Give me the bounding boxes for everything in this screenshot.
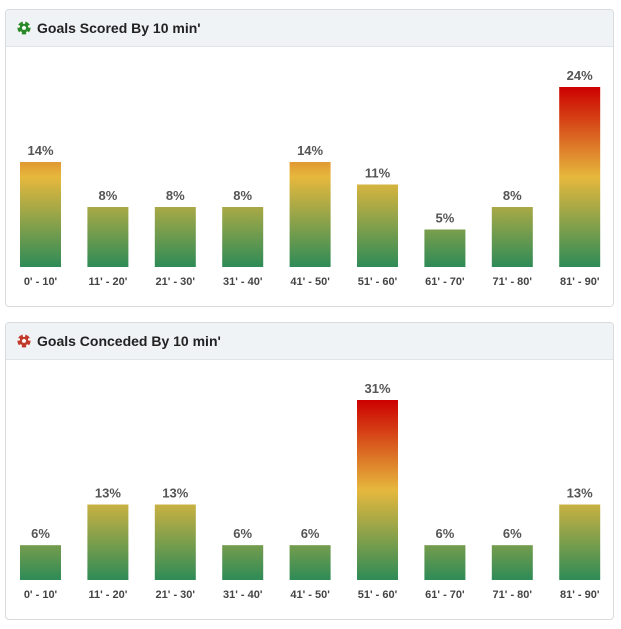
green-soccer-ball-icon: [17, 21, 31, 35]
tick-label-conceded-6: 61' - 70': [425, 589, 465, 601]
bar-scored-3: [222, 207, 264, 267]
value-label-conceded-6: 6%: [436, 526, 455, 541]
goals-scored-panel: Goals Scored By 10 min' 14% 0' - 10' 8% 11'…: [5, 9, 614, 307]
value-label-scored-6: 5%: [436, 211, 455, 226]
bar-scored-4: [289, 162, 331, 267]
bar-scored-7: [491, 207, 533, 267]
bar-conceded-5: [357, 400, 398, 580]
tick-label-conceded-2: 21' - 30': [156, 589, 196, 601]
bar-scored-0: [20, 162, 61, 267]
value-label-conceded-7: 6%: [503, 526, 522, 541]
value-label-conceded-0: 6%: [31, 526, 50, 541]
tick-label-scored-5: 51' - 60': [358, 276, 398, 288]
tick-label-scored-4: 41' - 50': [290, 276, 330, 288]
bar-scored-2: [154, 207, 196, 267]
tick-label-conceded-8: 81' - 90': [560, 589, 600, 601]
value-label-conceded-8: 13%: [567, 486, 593, 501]
tick-label-scored-2: 21' - 30': [156, 276, 196, 288]
tick-label-conceded-7: 71' - 80': [493, 589, 533, 601]
value-label-scored-4: 14%: [297, 143, 323, 158]
tick-label-scored-3: 31' - 40': [223, 276, 263, 288]
value-label-conceded-1: 13%: [95, 486, 121, 501]
bar-conceded-4: [289, 545, 331, 580]
goals-conceded-chart: 6% 0' - 10' 13% 11' - 20' 13% 21' - 30' 6% 31' …: [20, 381, 601, 601]
value-label-scored-5: 11%: [365, 166, 391, 181]
value-label-scored-3: 8%: [233, 188, 252, 203]
tick-label-scored-7: 71' - 80': [493, 276, 533, 288]
bar-scored-5: [357, 184, 398, 267]
value-label-conceded-4: 6%: [301, 526, 320, 541]
goals-scored-title: Goals Scored By 10 min': [37, 20, 201, 36]
bar-conceded-3: [222, 545, 264, 580]
tick-label-conceded-5: 51' - 60': [358, 589, 398, 601]
bar-conceded-7: [491, 545, 533, 580]
goals-scored-header: Goals Scored By 10 min': [6, 10, 613, 47]
value-label-conceded-5: 31%: [364, 381, 390, 396]
tick-label-conceded-1: 11' - 20': [88, 589, 127, 601]
bar-conceded-8: [559, 504, 601, 580]
bar-conceded-6: [424, 545, 466, 580]
tick-label-scored-6: 61' - 70': [425, 276, 465, 288]
value-label-scored-1: 8%: [99, 188, 118, 203]
bar-scored-8: [559, 87, 601, 267]
tick-label-scored-8: 81' - 90': [560, 276, 600, 288]
goals-conceded-panel: Goals Conceded By 10 min' 6% 0' - 10' 13% 1…: [5, 322, 614, 620]
tick-label-conceded-4: 41' - 50': [290, 589, 330, 601]
bar-scored-6: [424, 229, 466, 267]
bar-conceded-1: [87, 504, 129, 580]
tick-label-conceded-3: 31' - 40': [223, 589, 263, 601]
value-label-scored-7: 8%: [503, 188, 522, 203]
bar-scored-1: [87, 207, 129, 267]
goals-conceded-header: Goals Conceded By 10 min': [6, 323, 613, 360]
value-label-scored-8: 24%: [567, 68, 593, 83]
value-label-scored-0: 14%: [27, 143, 53, 158]
tick-label-scored-1: 11' - 20': [88, 276, 127, 288]
value-label-conceded-2: 13%: [162, 486, 188, 501]
goals-scored-chart: 14% 0' - 10' 8% 11' - 20' 8% 21' - 30' 8% 31' -…: [20, 68, 601, 288]
bar-conceded-2: [154, 504, 196, 580]
tick-label-conceded-0: 0' - 10': [24, 589, 58, 601]
value-label-conceded-3: 6%: [233, 526, 252, 541]
tick-label-scored-0: 0' - 10': [24, 276, 58, 288]
goals-conceded-title: Goals Conceded By 10 min': [37, 333, 221, 349]
value-label-scored-2: 8%: [166, 188, 185, 203]
bar-conceded-0: [20, 545, 61, 580]
red-soccer-ball-icon: [17, 334, 31, 348]
